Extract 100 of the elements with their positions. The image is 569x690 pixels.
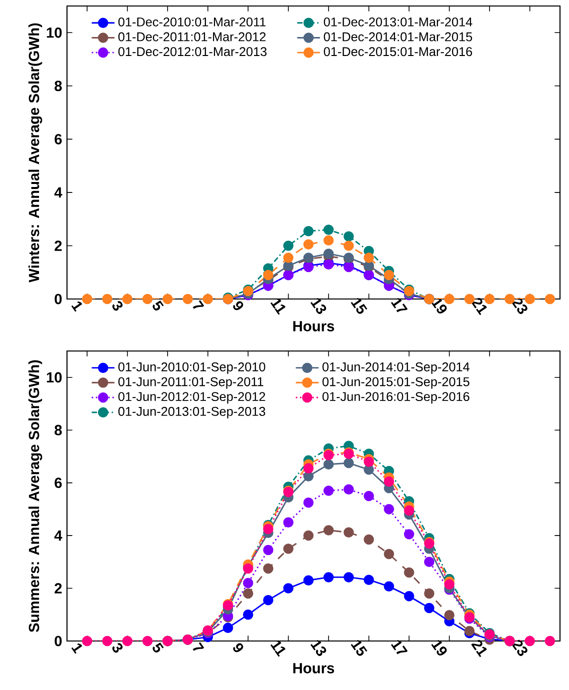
point <box>344 240 354 251</box>
point <box>162 294 173 304</box>
y-tick-label: 0 <box>54 636 62 646</box>
point <box>222 622 234 633</box>
y-tick-label: 8 <box>54 80 62 92</box>
point <box>303 575 314 586</box>
legend-label: 01-Dec-2013:01-Mar-2014 <box>324 17 472 26</box>
point <box>263 544 274 556</box>
point <box>283 517 294 528</box>
point <box>323 235 334 246</box>
point <box>544 294 556 304</box>
point <box>263 563 274 574</box>
legend-label: 01-Jun-2014:01-Sep-2014 <box>322 362 470 374</box>
x-tick-label: 9 <box>233 301 244 310</box>
legend-label: 01-Dec-2011:01-Mar-2012 <box>118 32 266 42</box>
point <box>544 636 556 646</box>
legend-label: 01-Jun-2016:01-Sep-2016 <box>322 392 470 404</box>
point <box>384 548 394 560</box>
x-tick-label: 19 <box>431 640 447 656</box>
point <box>283 583 294 594</box>
x-tick-label: 13 <box>310 298 326 314</box>
point <box>283 544 294 554</box>
point <box>82 636 92 646</box>
legend-label: 01-Jun-2010:01-Sep-2010 <box>118 362 266 374</box>
legend-label: 01-Dec-2010:01-Mar-2011 <box>118 17 266 26</box>
point <box>364 534 374 545</box>
y-axis-title: Winters: Annual Average Solar(GWh) <box>28 23 42 282</box>
y-tick-label: 0 <box>54 294 62 304</box>
point <box>384 476 394 487</box>
point <box>122 636 132 646</box>
point <box>102 294 112 304</box>
point <box>122 294 132 304</box>
x-axis-title: Hours <box>293 663 334 674</box>
legend-label: 01-Jun-2011:01-Sep-2011 <box>118 377 264 389</box>
legend-label: 01-Jun-2015:01-Sep-2015 <box>322 377 470 389</box>
point <box>242 588 254 599</box>
point <box>364 574 374 585</box>
point <box>323 572 334 582</box>
x-tick-label: 1 <box>71 643 82 654</box>
point <box>303 226 314 236</box>
x-tick-label: 15 <box>350 640 368 656</box>
point <box>344 527 354 538</box>
y-tick-label: 2 <box>54 583 62 594</box>
point <box>404 529 414 540</box>
x-axis-title: Hours <box>293 321 334 332</box>
point <box>384 504 394 514</box>
point <box>404 505 414 516</box>
point <box>364 456 374 467</box>
point <box>323 486 334 496</box>
point <box>303 530 314 541</box>
x-tick-label: 5 <box>152 300 164 311</box>
legend-label: 01-Dec-2014:01-Mar-2015 <box>324 32 472 42</box>
point <box>444 579 454 590</box>
point <box>424 556 434 568</box>
point <box>404 567 414 578</box>
point <box>323 224 334 235</box>
point <box>344 231 354 242</box>
point <box>283 240 294 251</box>
point <box>344 572 354 582</box>
point <box>384 270 394 280</box>
point <box>303 239 314 250</box>
legend-label: 01-Jun-2013:01-Sep-2013 <box>118 406 266 418</box>
x-tick-label: 11 <box>270 640 286 657</box>
point <box>303 497 314 508</box>
point <box>384 581 394 592</box>
x-tick-label: 5 <box>152 642 164 653</box>
legend-label: 01-Jun-2012:01-Sep-2012 <box>118 392 266 404</box>
x-tick-label: 9 <box>233 643 244 652</box>
y-tick-label: 6 <box>54 134 62 144</box>
x-tick-label: 17 <box>390 298 408 312</box>
y-tick-label: 10 <box>46 372 62 383</box>
point <box>202 294 213 304</box>
point <box>323 248 334 259</box>
point <box>344 458 354 468</box>
point <box>283 252 294 263</box>
y-tick-label: 4 <box>54 530 62 541</box>
point <box>182 294 193 304</box>
y-tick-label: 8 <box>54 424 62 436</box>
point <box>323 459 334 470</box>
y-tick-label: 2 <box>54 240 62 251</box>
point <box>323 525 334 536</box>
y-tick-label: 4 <box>54 187 62 198</box>
legend-label: 01-Dec-2015:01-Mar-2016 <box>324 47 472 56</box>
point <box>303 463 314 474</box>
point <box>263 595 274 606</box>
point <box>142 636 153 646</box>
point <box>242 610 254 620</box>
point <box>404 591 414 602</box>
x-tick-label: 1 <box>71 301 82 312</box>
point <box>263 524 274 534</box>
x-tick-label: 11 <box>270 298 286 315</box>
point <box>364 490 374 502</box>
x-tick-label: 7 <box>192 642 204 651</box>
legend-label: 01-Dec-2012:01-Mar-2013 <box>118 47 267 56</box>
point <box>424 588 434 599</box>
point <box>102 636 112 646</box>
x-tick-label: 13 <box>310 640 326 656</box>
y-tick-label: 10 <box>46 27 62 38</box>
x-tick-label: 7 <box>192 300 204 309</box>
x-tick-label: 3 <box>112 301 123 311</box>
